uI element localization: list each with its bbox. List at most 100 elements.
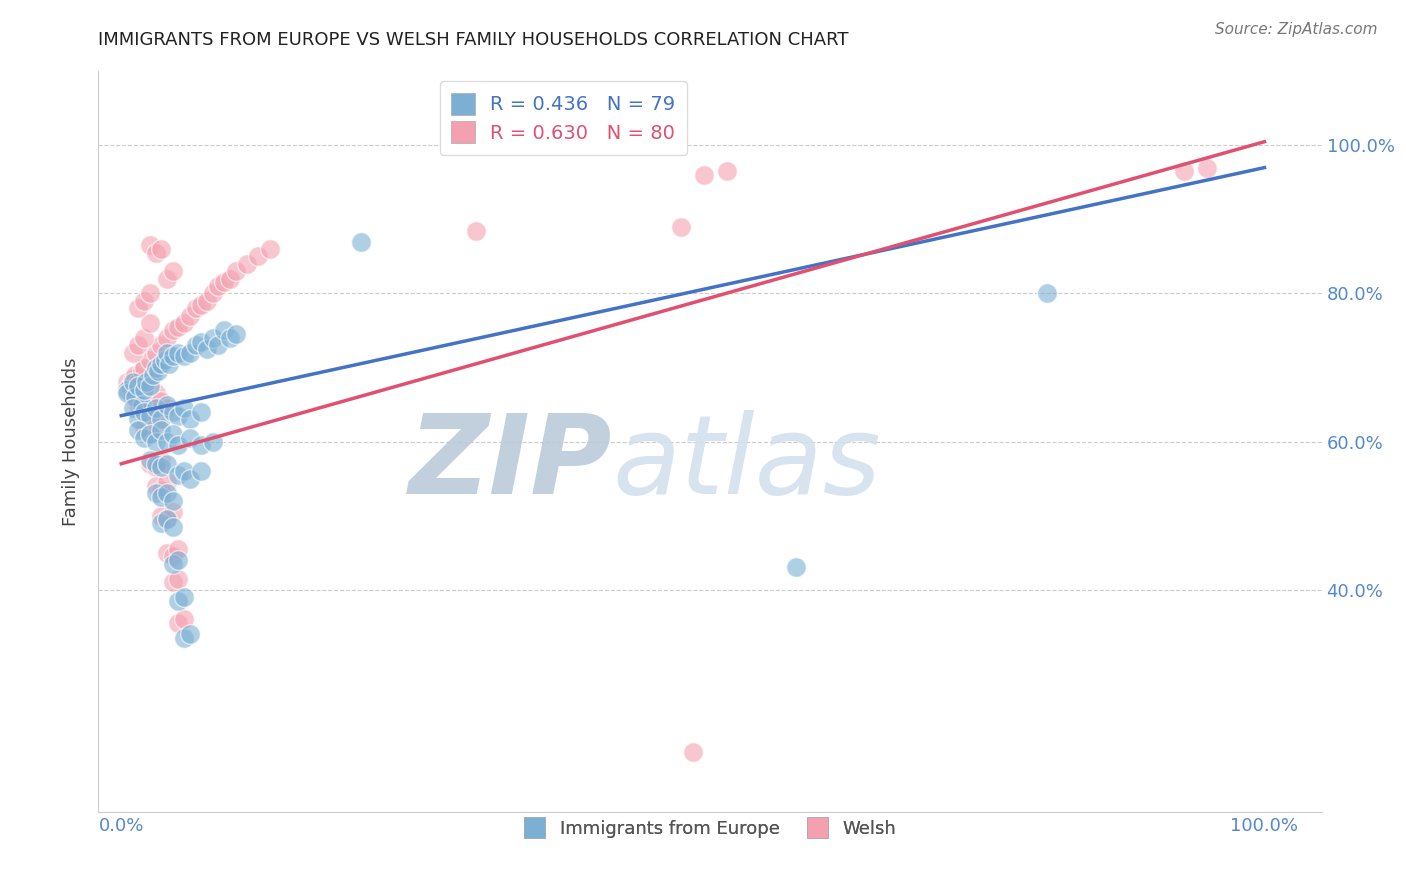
Point — [150, 460, 173, 475]
Point — [150, 357, 173, 371]
Point — [682, 746, 704, 760]
Point — [150, 483, 173, 497]
Point — [162, 557, 184, 571]
Point — [156, 398, 179, 412]
Point — [127, 398, 149, 412]
Point — [195, 342, 218, 356]
Point — [1197, 161, 1219, 175]
Point — [139, 379, 162, 393]
Point — [145, 486, 167, 500]
Point — [150, 424, 173, 438]
Point — [139, 316, 162, 330]
Point — [120, 379, 142, 393]
Point — [693, 168, 716, 182]
Point — [131, 364, 153, 378]
Point — [124, 390, 146, 404]
Text: ZIP: ZIP — [409, 410, 612, 517]
Point — [179, 309, 201, 323]
Point — [236, 257, 259, 271]
Point — [134, 431, 156, 445]
Point — [124, 368, 146, 382]
Point — [150, 516, 173, 530]
Point — [156, 434, 179, 449]
Point — [184, 301, 207, 316]
Point — [134, 331, 156, 345]
Legend: Immigrants from Europe, Welsh: Immigrants from Europe, Welsh — [515, 808, 905, 847]
Point — [115, 386, 138, 401]
Point — [190, 464, 212, 478]
Point — [156, 401, 179, 416]
Point — [162, 519, 184, 533]
Point — [179, 431, 201, 445]
Point — [167, 409, 190, 423]
Point — [121, 376, 143, 390]
Point — [139, 238, 162, 252]
Point — [167, 319, 190, 334]
Point — [207, 279, 229, 293]
Point — [150, 412, 173, 426]
Point — [225, 264, 247, 278]
Point — [139, 353, 162, 368]
Point — [179, 345, 201, 359]
Point — [150, 393, 173, 408]
Point — [115, 383, 138, 397]
Point — [201, 331, 224, 345]
Point — [150, 490, 173, 504]
Point — [139, 457, 162, 471]
Point — [173, 612, 195, 626]
Point — [350, 235, 373, 249]
Point — [121, 371, 143, 385]
Text: IMMIGRANTS FROM EUROPE VS WELSH FAMILY HOUSEHOLDS CORRELATION CHART: IMMIGRANTS FROM EUROPE VS WELSH FAMILY H… — [98, 31, 849, 49]
Point — [131, 398, 153, 412]
Point — [139, 427, 162, 442]
Point — [162, 505, 184, 519]
Point — [145, 245, 167, 260]
Point — [162, 493, 184, 508]
Point — [190, 297, 212, 311]
Point — [145, 457, 167, 471]
Point — [150, 338, 173, 352]
Point — [162, 549, 184, 564]
Point — [121, 401, 143, 416]
Point — [156, 486, 179, 500]
Y-axis label: Family Households: Family Households — [62, 358, 80, 525]
Point — [207, 338, 229, 352]
Point — [145, 401, 167, 416]
Point — [127, 301, 149, 316]
Point — [173, 631, 195, 645]
Point — [167, 467, 190, 482]
Point — [1173, 164, 1195, 178]
Point — [156, 475, 179, 490]
Point — [179, 472, 201, 486]
Point — [156, 546, 179, 560]
Point — [167, 553, 190, 567]
Text: Source: ZipAtlas.com: Source: ZipAtlas.com — [1215, 22, 1378, 37]
Text: atlas: atlas — [612, 410, 880, 517]
Point — [179, 412, 201, 426]
Point — [134, 419, 156, 434]
Point — [179, 627, 201, 641]
Point — [127, 376, 149, 390]
Point — [156, 457, 179, 471]
Point — [156, 345, 179, 359]
Point — [134, 405, 156, 419]
Point — [145, 360, 167, 375]
Point — [145, 479, 167, 493]
Point — [115, 376, 138, 390]
Point — [139, 398, 162, 412]
Point — [139, 409, 162, 423]
Point — [156, 512, 179, 526]
Point — [156, 512, 179, 526]
Point — [145, 416, 167, 430]
Point — [201, 286, 224, 301]
Point — [167, 615, 190, 630]
Point — [219, 331, 242, 345]
Point — [134, 383, 156, 397]
Point — [785, 560, 807, 574]
Point — [157, 357, 180, 371]
Point — [173, 464, 195, 478]
Point — [1036, 286, 1059, 301]
Point — [167, 572, 190, 586]
Point — [139, 286, 162, 301]
Point — [121, 345, 143, 359]
